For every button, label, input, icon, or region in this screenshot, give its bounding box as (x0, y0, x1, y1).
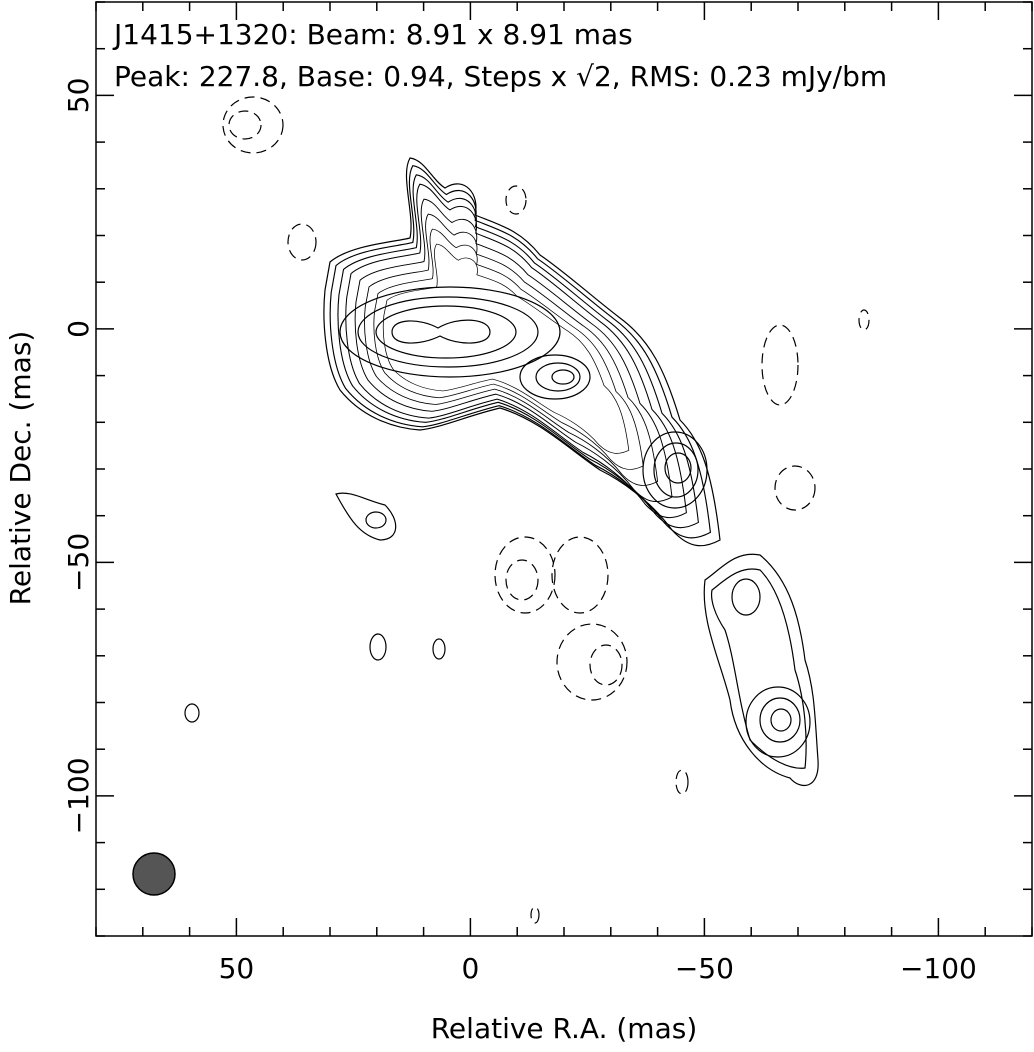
x-axis-label: Relative R.A. (mas) (431, 1012, 698, 1045)
contour (375, 305, 517, 359)
contour (745, 686, 811, 758)
x-tick-label: −100 (900, 952, 977, 985)
contour (373, 228, 644, 470)
negative-contour (505, 185, 527, 215)
x-tick-label: 50 (219, 952, 255, 985)
contour (551, 369, 575, 385)
contour (329, 165, 711, 539)
plot-frame (95, 1, 1033, 937)
contour (770, 708, 792, 732)
negative-contour (858, 309, 870, 331)
x-tick-label: 0 (461, 952, 479, 985)
negative-contour (222, 96, 284, 154)
contour (339, 286, 561, 378)
contours (184, 96, 870, 924)
y-tick-label: 0 (62, 320, 95, 338)
chart-title: J1415+1320: Beam: 8.91 x 8.91 mas (112, 18, 633, 51)
contour (703, 553, 819, 786)
contour (710, 568, 807, 769)
contour (759, 697, 801, 743)
negative-contour (494, 536, 556, 614)
contour (184, 703, 200, 723)
negative-contour (761, 324, 799, 406)
negative-contour (228, 110, 262, 140)
negative-contour (774, 465, 816, 511)
y-tick-label: 50 (62, 78, 95, 114)
beam (132, 852, 176, 896)
contour (731, 578, 761, 616)
negative-contour (556, 623, 628, 701)
x-tick-label: −50 (675, 952, 734, 985)
negative-contour (530, 906, 540, 924)
contour (357, 296, 539, 368)
contour (653, 442, 699, 498)
y-tick-label: −100 (62, 757, 95, 834)
title-box (104, 8, 1004, 96)
contour (642, 431, 708, 509)
contour (519, 354, 591, 400)
contour (535, 362, 581, 392)
negative-contour (505, 559, 539, 601)
negative-contour (675, 769, 689, 795)
contour (365, 511, 387, 529)
negative-contour (589, 644, 623, 686)
contour (432, 638, 446, 660)
negative-contour (287, 223, 317, 261)
contour (664, 452, 692, 484)
y-tick-label: −50 (62, 533, 95, 592)
contour (391, 319, 491, 344)
contour (369, 633, 387, 661)
y-axis-label: Relative Dec. (mas) (4, 331, 37, 606)
chart-subtitle: Peak: 227.8, Base: 0.94, Steps x √2, RMS… (114, 60, 887, 93)
negative-contour (551, 536, 609, 614)
contour (335, 492, 397, 541)
